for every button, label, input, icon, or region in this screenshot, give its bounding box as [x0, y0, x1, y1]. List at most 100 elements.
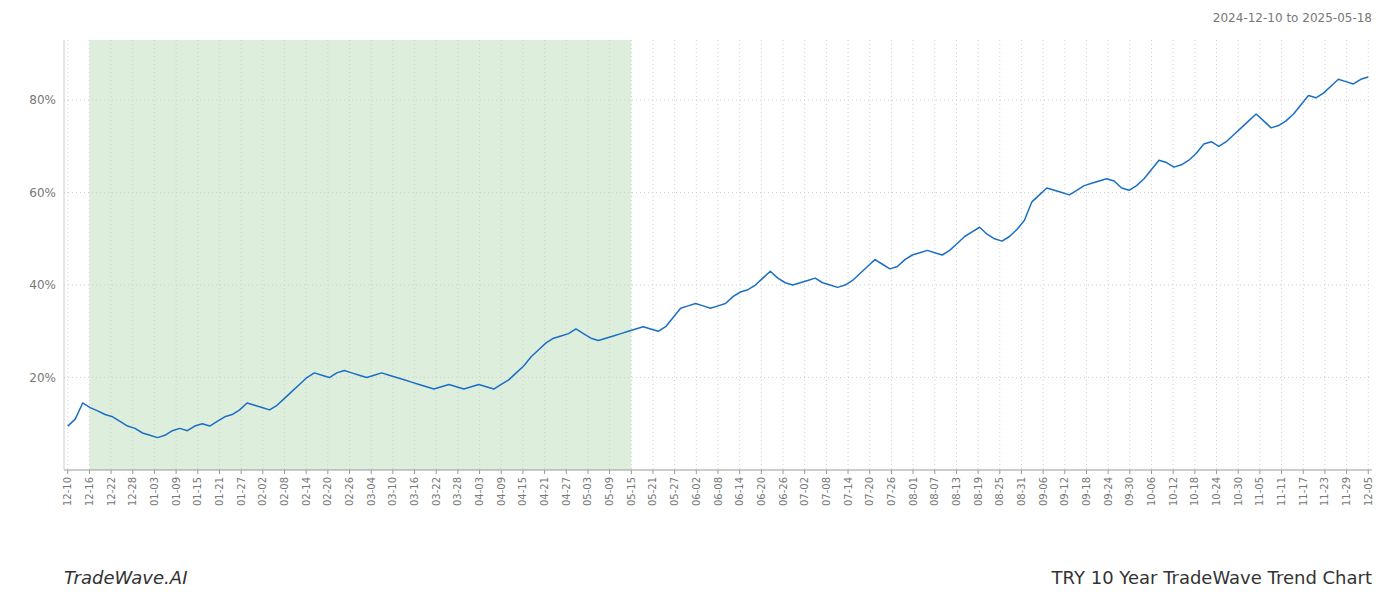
x-grid-line [1368, 40, 1369, 470]
x-grid-line [1238, 40, 1239, 470]
x-grid-line [327, 40, 328, 470]
x-grid-line [132, 40, 133, 470]
x-tick-mark [1194, 470, 1195, 474]
x-tick-mark [869, 470, 870, 474]
x-tick-mark [176, 470, 177, 474]
x-grid-line [262, 40, 263, 470]
x-tick-mark [1108, 470, 1109, 474]
x-grid-line [674, 40, 675, 470]
x-tick-label: 10-30 [1233, 477, 1244, 506]
watermark: TradeWave.AI [64, 567, 187, 588]
y-tick-label: 20% [29, 371, 56, 385]
x-tick-mark [522, 470, 523, 474]
x-grid-line [869, 40, 870, 470]
y-tick-label: 40% [29, 278, 56, 292]
x-grid-line [1043, 40, 1044, 470]
x-grid-line [436, 40, 437, 470]
x-grid-line [457, 40, 458, 470]
x-grid-line [544, 40, 545, 470]
x-grid-line [1303, 40, 1304, 470]
y-axis: 20%40%60%80% [29, 93, 56, 384]
x-grid-line [1346, 40, 1347, 470]
x-tick-label: 02-08 [279, 477, 290, 506]
x-tick-mark [436, 470, 437, 474]
x-tick-label: 07-02 [799, 477, 810, 506]
x-grid-line [956, 40, 957, 470]
x-tick-label: 08-19 [973, 477, 984, 506]
x-grid-line [848, 40, 849, 470]
x-tick-mark [1129, 470, 1130, 474]
x-tick-mark [349, 470, 350, 474]
x-grid-line [197, 40, 198, 470]
x-tick-label: 03-16 [409, 477, 420, 506]
x-grid-line [1151, 40, 1152, 470]
x-tick-mark [1303, 470, 1304, 474]
chart-svg: 12-1012-1612-2212-2801-0301-0901-1501-21… [0, 0, 1400, 600]
x-tick-mark [262, 470, 263, 474]
x-tick-label: 06-26 [778, 477, 789, 506]
x-grid-line [392, 40, 393, 470]
x-tick-label: 09-18 [1081, 477, 1092, 506]
y-grid-line [64, 100, 1372, 101]
x-grid-line [414, 40, 415, 470]
x-grid-line [761, 40, 762, 470]
x-tick-label: 10-12 [1168, 477, 1179, 506]
x-grid-line [826, 40, 827, 470]
x-tick-mark [1281, 470, 1282, 474]
x-tick-label: 08-13 [951, 477, 962, 506]
x-grid-line [1108, 40, 1109, 470]
y-tick-label: 60% [29, 186, 56, 200]
x-tick-label: 01-27 [236, 477, 247, 506]
x-grid-line [783, 40, 784, 470]
x-tick-label: 04-21 [539, 477, 550, 506]
x-grid-line [67, 40, 68, 470]
x-tick-mark [718, 470, 719, 474]
x-tick-label: 07-26 [886, 477, 897, 506]
x-tick-mark [696, 470, 697, 474]
x-tick-mark [1324, 470, 1325, 474]
x-tick-mark [978, 470, 979, 474]
x-grid-line [631, 40, 632, 470]
x-tick-label: 11-05 [1254, 477, 1265, 506]
x-tick-mark [631, 470, 632, 474]
x-tick-mark [761, 470, 762, 474]
x-tick-label: 10-18 [1189, 477, 1200, 506]
x-tick-label: 09-06 [1038, 477, 1049, 506]
x-grid-line [587, 40, 588, 470]
x-tick-mark [371, 470, 372, 474]
x-tick-label: 07-14 [843, 477, 854, 506]
x-tick-label: 12-10 [62, 477, 73, 506]
x-tick-label: 11-11 [1276, 477, 1287, 506]
x-grid-line [1064, 40, 1065, 470]
x-tick-mark [956, 470, 957, 474]
x-tick-label: 03-22 [431, 477, 442, 506]
x-tick-label: 11-23 [1319, 477, 1330, 506]
x-grid-line [739, 40, 740, 470]
x-grid-line [1259, 40, 1260, 470]
y-axis-line [64, 40, 65, 470]
x-grid-line [652, 40, 653, 470]
x-tick-mark [479, 470, 480, 474]
y-grid-line [64, 192, 1372, 193]
x-tick-mark [1259, 470, 1260, 474]
x-tick-label: 03-28 [452, 477, 463, 506]
x-grid-line [1129, 40, 1130, 470]
x-tick-mark [1368, 470, 1369, 474]
x-tick-label: 12-16 [84, 477, 95, 506]
grid-group [64, 40, 1372, 470]
data-line [68, 77, 1369, 438]
x-tick-mark [1021, 470, 1022, 474]
x-tick-mark [999, 470, 1000, 474]
x-axis: 12-1012-1612-2212-2801-0301-0901-1501-21… [62, 470, 1374, 506]
x-tick-mark [1173, 470, 1174, 474]
x-tick-mark [848, 470, 849, 474]
x-tick-label: 09-30 [1124, 477, 1135, 506]
x-tick-label: 12-05 [1363, 477, 1374, 506]
x-tick-mark [327, 470, 328, 474]
x-tick-mark [67, 470, 68, 474]
x-tick-label: 08-07 [929, 477, 940, 506]
x-tick-label: 01-03 [149, 477, 160, 506]
x-tick-mark [284, 470, 285, 474]
x-tick-label: 05-27 [669, 477, 680, 506]
x-tick-mark [891, 470, 892, 474]
